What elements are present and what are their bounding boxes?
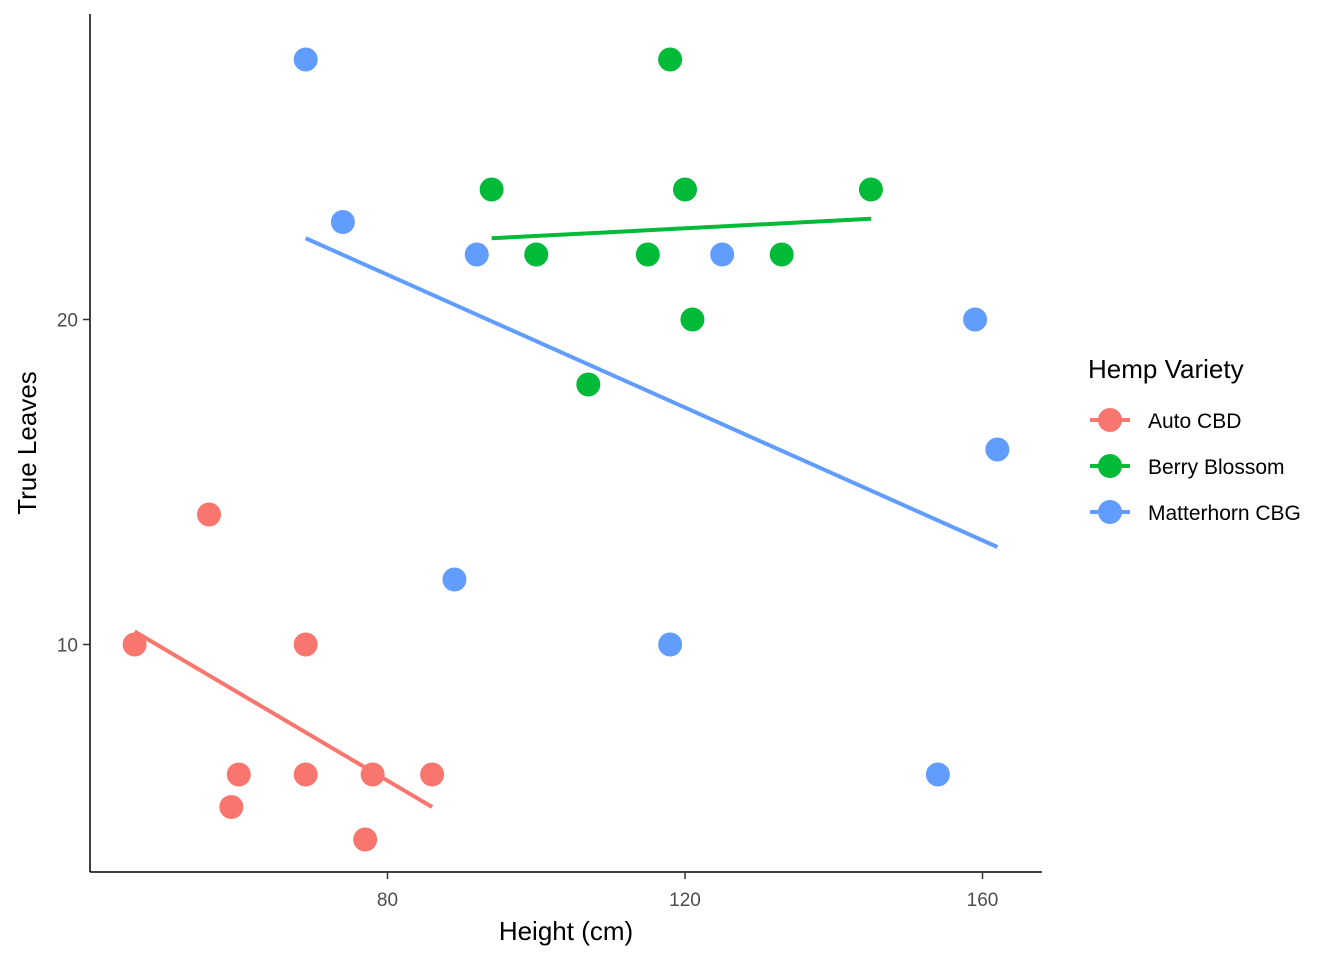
x-tick-label: 80 (377, 890, 398, 911)
data-point (985, 437, 1010, 462)
trend-line (133, 629, 434, 809)
y-axis-title: True Leaves (12, 371, 42, 515)
x-axis-title: Height (cm) (499, 916, 633, 946)
data-point (673, 177, 697, 202)
axes: 80 120 160 10 20 (57, 14, 1042, 911)
data-point (442, 567, 467, 592)
x-tick-label: 160 (967, 890, 999, 911)
data-point (293, 47, 318, 72)
data-point (710, 242, 735, 267)
legend-item: Auto CBD (1090, 408, 1241, 433)
data-point (293, 762, 318, 787)
legend-key-point (1098, 408, 1122, 432)
data-point (330, 210, 355, 234)
data-point (122, 632, 147, 657)
data-point (925, 762, 950, 787)
plot-area (122, 47, 1010, 852)
legend-label: Berry Blossom (1148, 456, 1285, 479)
legend-title: Hemp Variety (1088, 354, 1244, 384)
data-point (658, 47, 683, 72)
legend-label: Matterhorn CBG (1148, 502, 1301, 525)
data-point (963, 307, 988, 332)
trend-line (304, 236, 999, 549)
legend-label: Auto CBD (1148, 410, 1241, 433)
data-point (464, 242, 489, 267)
data-point (658, 632, 683, 657)
series-group (122, 502, 445, 852)
trend-line (491, 216, 872, 241)
data-point (219, 795, 244, 819)
series-group (479, 47, 883, 397)
series-group (293, 47, 1010, 787)
legend-item: Berry Blossom (1090, 454, 1285, 479)
data-point (858, 177, 883, 202)
y-tick-label: 20 (57, 311, 78, 332)
data-point (479, 177, 504, 202)
data-point (293, 632, 318, 657)
data-point (576, 372, 601, 397)
legend: Hemp Variety Auto CBD Berry Blossom Matter… (1088, 354, 1301, 525)
y-tick-label: 10 (57, 636, 78, 657)
x-tick-label: 120 (669, 890, 701, 911)
data-point (420, 762, 445, 787)
legend-key-point (1098, 454, 1122, 478)
data-point (769, 242, 794, 267)
data-point (680, 307, 705, 332)
legend-key-point (1098, 500, 1122, 524)
legend-item: Matterhorn CBG (1090, 500, 1301, 525)
data-point (353, 827, 378, 852)
data-point (635, 242, 660, 267)
data-point (197, 502, 221, 527)
data-point (524, 242, 549, 267)
data-point (226, 762, 251, 787)
